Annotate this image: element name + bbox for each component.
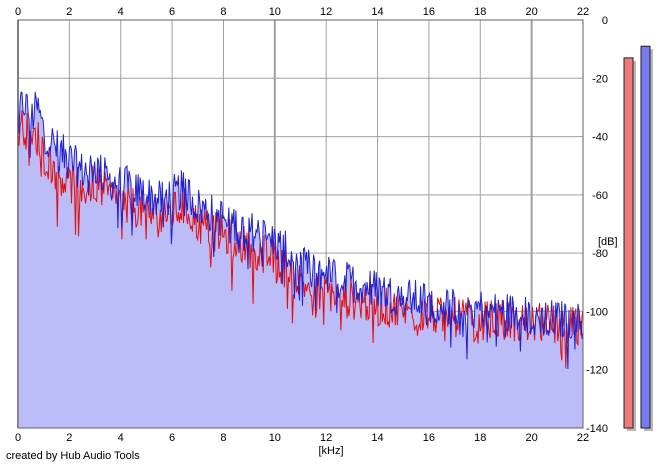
x-tick-labels-bottom: 0 2 4 6 8 10 12 14 16 18 20 22 [15, 432, 589, 444]
y-tick-labels: 0 -20 -40 -60 -80 -100 -120 -140 [586, 15, 608, 435]
y-tick-label: -100 [586, 306, 608, 318]
level-meters [623, 45, 653, 432]
y-tick-label: -40 [592, 132, 608, 144]
y-tick-label: -20 [592, 73, 608, 85]
x-tick-label-bottom: 16 [423, 432, 435, 444]
x-tick-label-top: 12 [320, 6, 332, 18]
y-tick-label: -80 [592, 248, 608, 260]
x-tick-label-top: 16 [423, 6, 435, 18]
x-tick-label-top: 6 [169, 6, 175, 18]
x-tick-label-top: 22 [577, 6, 589, 18]
y-tick-label: 0 [602, 15, 608, 27]
y-axis-label: [dB] [598, 236, 618, 248]
x-tick-label-bottom: 14 [371, 432, 383, 444]
x-tick-label-bottom: 22 [577, 432, 589, 444]
right-channel-meter [640, 45, 651, 429]
series-line-blue [17, 91, 584, 370]
x-tick-label-bottom: 2 [66, 432, 72, 444]
x-tick-label-bottom: 4 [118, 432, 124, 444]
x-tick-label-top: 0 [15, 6, 21, 18]
x-tick-label-bottom: 20 [526, 432, 538, 444]
x-tick-label-top: 18 [474, 6, 486, 18]
x-tick-label-top: 14 [371, 6, 383, 18]
x-tick-label-bottom: 10 [269, 432, 281, 444]
y-tick-label: -60 [592, 190, 608, 202]
spectrum-series [17, 91, 584, 370]
x-tick-label-top: 10 [269, 6, 281, 18]
x-tick-label-top: 2 [66, 6, 72, 18]
x-tick-label-bottom: 0 [15, 432, 21, 444]
x-tick-label-bottom: 8 [220, 432, 226, 444]
x-tick-label-top: 4 [118, 6, 124, 18]
y-tick-label: -120 [586, 365, 608, 377]
x-tick-label-top: 20 [526, 6, 538, 18]
x-tick-label-bottom: 12 [320, 432, 332, 444]
x-tick-label-top: 8 [220, 6, 226, 18]
left-channel-meter [623, 57, 634, 429]
x-tick-label-bottom: 18 [474, 432, 486, 444]
plot-frame [17, 19, 584, 429]
x-tick-labels-top: 0 2 4 6 8 10 12 14 16 18 20 22 [15, 6, 589, 18]
y-tick-label: -140 [586, 423, 608, 435]
x-tick-label-bottom: 6 [169, 432, 175, 444]
x-axis-label: [kHz] [318, 445, 343, 457]
credit-text: created by Hub Audio Tools [6, 450, 140, 462]
